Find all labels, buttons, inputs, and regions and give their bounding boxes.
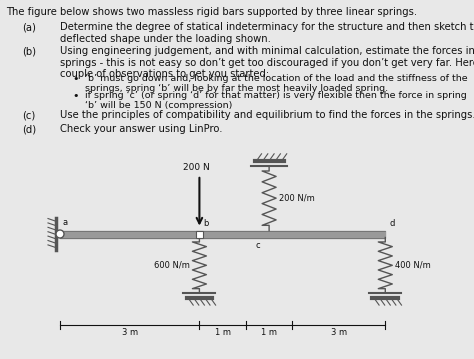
- Text: (a): (a): [22, 22, 36, 32]
- Text: Using engineering judgement, and with minimal calculation, estimate the forces i: Using engineering judgement, and with mi…: [60, 46, 474, 79]
- Text: ‘b’ must go down and, looking at the location of the load and the stiffness of t: ‘b’ must go down and, looking at the loc…: [85, 74, 468, 93]
- Text: 3 m: 3 m: [331, 328, 347, 337]
- Bar: [196, 230, 203, 238]
- Text: 1 m: 1 m: [261, 328, 277, 337]
- Text: The figure below shows two massless rigid bars supported by three linear springs: The figure below shows two massless rigi…: [6, 7, 417, 17]
- Text: •: •: [72, 91, 79, 101]
- Text: b: b: [203, 219, 209, 228]
- Text: 200 N: 200 N: [183, 163, 210, 172]
- Circle shape: [56, 230, 64, 238]
- Text: a: a: [63, 218, 68, 227]
- Text: •: •: [72, 74, 79, 84]
- Text: (d): (d): [22, 124, 36, 134]
- Text: c: c: [255, 242, 260, 251]
- Text: 400 N/m: 400 N/m: [395, 261, 431, 270]
- Text: 1 m: 1 m: [215, 328, 231, 337]
- Text: 600 N/m: 600 N/m: [154, 261, 190, 270]
- Text: Determine the degree of statical indeterminacy for the structure and then sketch: Determine the degree of statical indeter…: [60, 22, 474, 43]
- Text: d: d: [389, 219, 395, 228]
- Text: 200 N/m: 200 N/m: [279, 194, 315, 203]
- Text: (c): (c): [22, 110, 35, 120]
- Text: Use the principles of compatibility and equilibrium to find the forces in the sp: Use the principles of compatibility and …: [60, 110, 474, 120]
- Text: Check your answer using LinPro.: Check your answer using LinPro.: [60, 124, 222, 134]
- Text: 3 m: 3 m: [122, 328, 138, 337]
- Text: (b): (b): [22, 46, 36, 56]
- Text: if spring ‘c’ (or spring ‘d’ for that matter) is very flexible then the force in: if spring ‘c’ (or spring ‘d’ for that ma…: [85, 91, 467, 111]
